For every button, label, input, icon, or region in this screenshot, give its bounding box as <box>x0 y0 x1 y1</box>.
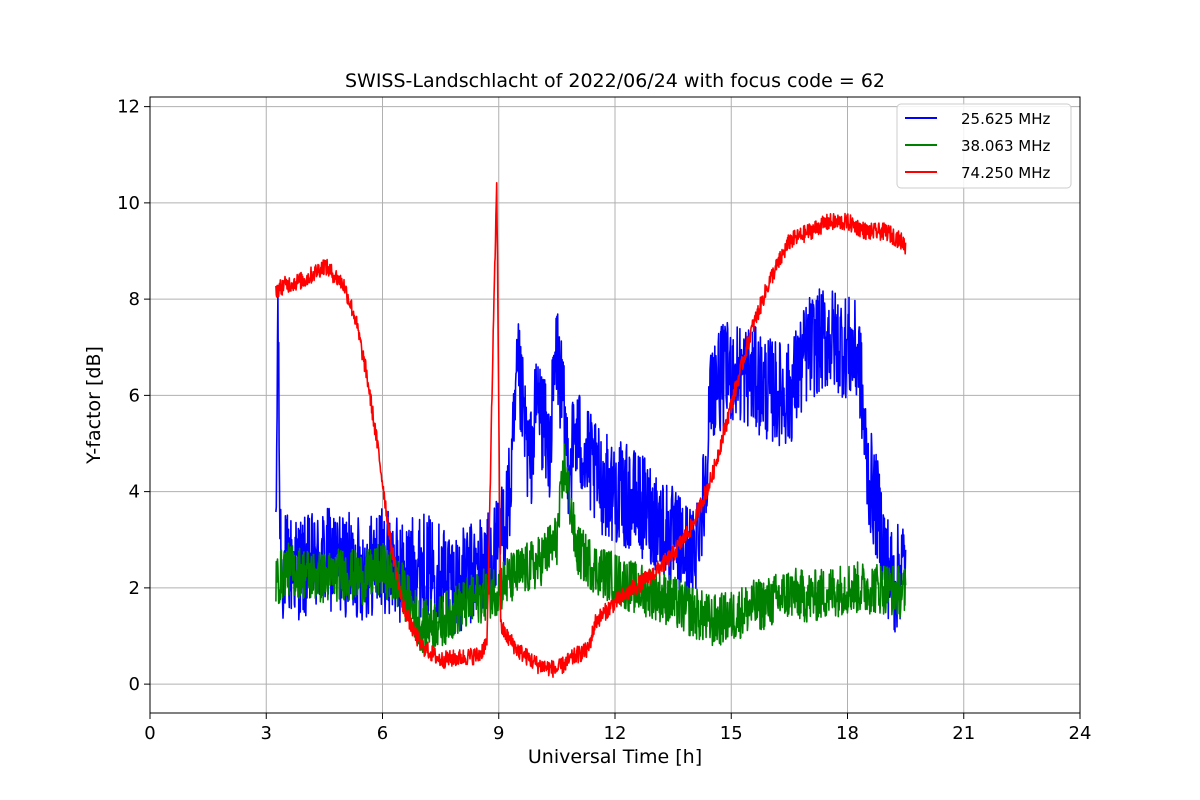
x-tick-label-0: 0 <box>144 723 155 744</box>
y-tick-label-2: 4 <box>129 482 140 503</box>
x-tick-label-5: 15 <box>720 723 743 744</box>
legend-label-1: 38.063 MHz <box>961 137 1050 155</box>
y-tick-label-5: 10 <box>117 193 140 214</box>
y-tick-label-0: 0 <box>129 674 140 695</box>
legend-box <box>896 103 1072 189</box>
x-tick-label-2: 6 <box>377 723 388 744</box>
series-line-1 <box>275 443 907 653</box>
x-tick-label-1: 3 <box>261 723 272 744</box>
y-axis-label: Y-factor [dB] <box>83 346 105 465</box>
plot-area <box>275 182 907 678</box>
x-axis-label: Universal Time [h] <box>528 746 702 768</box>
chart-title: SWISS-Landschlacht of 2022/06/24 with fo… <box>345 70 885 92</box>
x-tick-label-3: 9 <box>493 723 504 744</box>
legend-label-0: 25.625 MHz <box>961 110 1050 128</box>
legend: 25.625 MHz 38.063 MHz 74.250 MHz <box>896 103 1072 189</box>
x-tick-label-4: 12 <box>604 723 627 744</box>
x-tick-label-7: 21 <box>952 723 975 744</box>
x-tick-label-6: 18 <box>836 723 859 744</box>
y-tick-label-3: 6 <box>129 385 140 406</box>
legend-label-2: 74.250 MHz <box>961 164 1050 182</box>
x-tick-label-8: 24 <box>1069 723 1092 744</box>
series-line-2 <box>275 182 907 678</box>
y-tick-label-4: 8 <box>129 289 140 310</box>
y-tick-label-1: 2 <box>129 578 140 599</box>
y-tick-label-6: 12 <box>117 97 140 118</box>
